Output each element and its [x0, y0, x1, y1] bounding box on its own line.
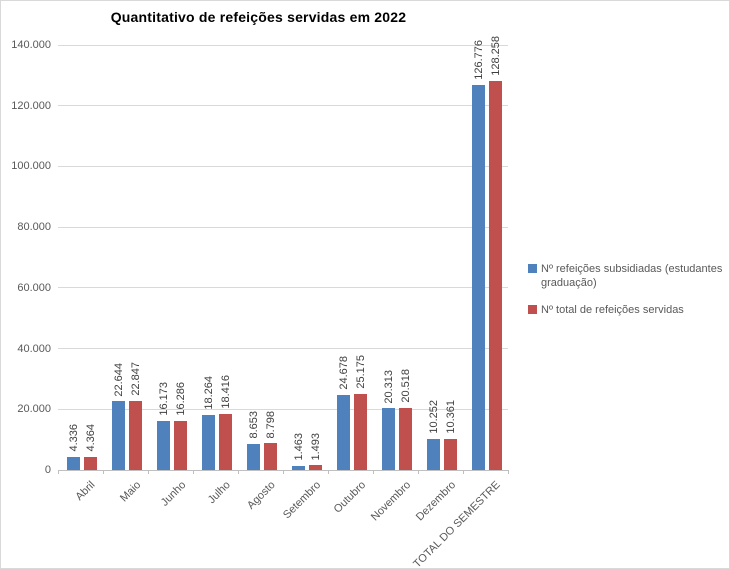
bar-total-novembro[interactable] [399, 407, 412, 470]
legend-label: Nº total de refeições servidas [541, 304, 684, 316]
data-label: 16.286 [174, 381, 187, 416]
bar-total-abril[interactable] [84, 456, 97, 470]
bar-group-junho: 16.173 16.286 [148, 45, 193, 470]
x-axis-label-total-do-semestre: TOTAL DO SEMESTRE [411, 479, 503, 569]
legend-swatch-red [528, 305, 537, 314]
y-axis-tick-label: 40.000 [17, 342, 51, 355]
data-label: 1.493 [309, 432, 322, 461]
bar-total-julho[interactable] [219, 414, 232, 470]
x-axis-label-abril: Abril [73, 479, 98, 504]
y-axis-tick-label: 20.000 [17, 403, 51, 416]
legend-swatch-blue [528, 264, 537, 273]
gridline [58, 408, 508, 410]
bar-total-maio[interactable] [129, 400, 142, 470]
bar-subsidiadas-dezembro[interactable] [427, 438, 440, 470]
y-axis-tick-label: 140.000 [11, 39, 51, 51]
data-label: 18.416 [219, 375, 232, 410]
bar-subsidiadas-agosto[interactable] [247, 443, 260, 470]
bar-group-abril: 4.336 4.364 [58, 45, 103, 470]
bar-group-agosto: 8.653 8.798 [238, 45, 283, 470]
y-axis-tick-labels: 0 20.000 40.000 60.000 80.000 100.000 120.000 1… [1, 39, 51, 476]
data-label: 20.518 [399, 369, 412, 403]
bar-subsidiadas-total-do-semestre[interactable] [472, 85, 485, 470]
y-axis-tick-label: 60.000 [17, 281, 51, 294]
data-label: 10.361 [444, 399, 457, 434]
data-label: 20.313 [382, 369, 395, 404]
x-axis-label-junho: Junho [158, 479, 188, 509]
x-axis-tick [193, 470, 194, 474]
bar-group-outubro: 24.678 25.175 [328, 45, 373, 470]
data-label: 18.264 [202, 375, 215, 410]
x-axis-label-agosto: Agosto [245, 479, 278, 512]
x-axis-tick [373, 470, 374, 474]
bar-total-junho[interactable] [174, 420, 187, 470]
plot-area: 4.336 4.364 Abril 22.644 22.847 Maio 16.173 16.… [58, 36, 509, 568]
bar-group-dezembro: 10.252 10.361 [418, 45, 463, 470]
bar-group-setembro: 1.463 1.493 [283, 45, 328, 470]
x-axis-tick [283, 470, 284, 474]
bar-subsidiadas-outubro[interactable] [337, 395, 350, 470]
bar-total-agosto[interactable] [264, 443, 277, 470]
bar-group-novembro: 20.313 20.518 [373, 45, 418, 470]
x-axis-label-maio: Maio [117, 479, 143, 505]
data-label: 22.847 [129, 362, 142, 396]
x-axis-tick [238, 470, 239, 474]
y-axis-tick-label: 0 [44, 464, 51, 476]
gridline [58, 165, 508, 167]
x-axis-label-novembro: Novembro [368, 479, 413, 524]
data-label: 10.252 [427, 400, 440, 434]
x-axis-tick [418, 470, 419, 474]
gridline [58, 105, 508, 107]
bar-group-total-do-semestre: 126.776 128.258 [463, 36, 508, 470]
bar-subsidiadas-junho[interactable] [157, 420, 170, 470]
gridline [58, 44, 508, 46]
legend-item-subsidiadas[interactable]: Nº refeições subsidiadas (estudantes gra… [528, 262, 724, 290]
data-label: 128.258 [489, 35, 502, 76]
x-axis-label-setembro: Setembro [280, 479, 323, 522]
x-axis-label-julho: Julho [205, 479, 233, 507]
data-label: 4.364 [84, 424, 97, 452]
bar-subsidiadas-abril[interactable] [67, 456, 80, 470]
data-label: 22.644 [112, 362, 125, 397]
x-axis-label-outubro: Outubro [331, 479, 368, 516]
bar-subsidiadas-setembro[interactable] [292, 465, 305, 470]
x-axis-label-dezembro: Dezembro [413, 479, 458, 524]
bar-subsidiadas-julho[interactable] [202, 414, 215, 470]
y-axis-tick-label: 120.000 [11, 99, 51, 112]
data-label: 8.798 [264, 410, 277, 439]
bar-subsidiadas-novembro[interactable] [382, 408, 395, 470]
y-axis-tick-label: 80.000 [17, 221, 51, 234]
bar-total-setembro[interactable] [309, 465, 322, 470]
y-axis-tick-label: 100.000 [11, 160, 51, 173]
x-axis-tick [508, 470, 509, 474]
data-label: 8.653 [247, 411, 260, 439]
bar-total-total-do-semestre[interactable] [489, 80, 502, 470]
bar-total-outubro[interactable] [354, 393, 367, 470]
legend-label: Nº refeições subsidiadas (estudantes gra… [541, 263, 723, 289]
x-axis-tick [463, 470, 464, 474]
data-label: 25.175 [354, 354, 367, 389]
data-label: 1.463 [292, 433, 305, 461]
gridline [58, 226, 508, 228]
data-label: 126.776 [472, 40, 485, 81]
legend: Nº refeições subsidiadas (estudantes gra… [528, 262, 724, 317]
data-label: 16.173 [157, 382, 170, 416]
data-label: 24.678 [337, 356, 350, 391]
gridline [58, 348, 508, 350]
data-label: 4.336 [67, 424, 80, 452]
bar-group-julho: 18.264 18.416 [193, 45, 238, 470]
legend-item-total[interactable]: Nº total de refeições servidas [528, 303, 724, 317]
x-axis-tick [58, 470, 59, 474]
chart-title: Quantitativo de refeições servidas em 20… [110, 9, 407, 25]
x-axis-tick [148, 470, 149, 474]
x-axis-tick [328, 470, 329, 474]
bar-subsidiadas-maio[interactable] [112, 401, 125, 470]
bar-group-maio: 22.644 22.847 [103, 45, 148, 470]
x-axis-tick [103, 470, 104, 474]
bar-total-dezembro[interactable] [444, 438, 457, 470]
gridline [58, 287, 508, 289]
